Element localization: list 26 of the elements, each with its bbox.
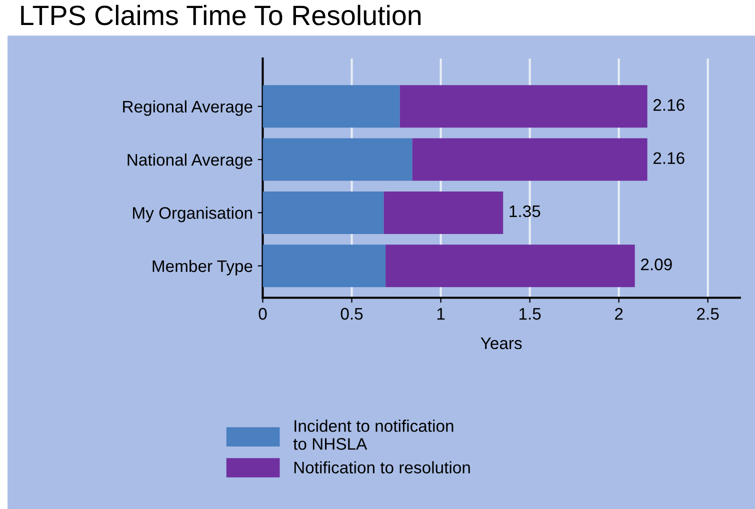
y-tick-label: Regional Average: [123, 100, 252, 116]
x-axis-title: Years: [480, 338, 522, 350]
x-tick-label: 1: [437, 308, 445, 320]
bar: [400, 85, 648, 128]
bar: [386, 244, 635, 288]
bar: [412, 138, 648, 181]
x-tick-label: 0.5: [340, 308, 363, 320]
total-label: 2.16: [653, 99, 684, 111]
bar: [262, 191, 384, 234]
x-tick-label: 0: [258, 308, 267, 320]
bar: [262, 138, 412, 181]
chart-title: LTPS Claims Time To Resolution: [21, 4, 421, 26]
y-tick-label: National Average: [128, 154, 252, 170]
bar: [384, 191, 504, 234]
legend-label: Notification to resolution: [294, 461, 470, 474]
total-label: 2.09: [641, 258, 672, 270]
y-tick-label: My Organisation: [133, 206, 252, 222]
bar: [262, 85, 400, 128]
y-tick-label: Member Type: [152, 260, 252, 276]
x-tick-label: 2: [615, 308, 623, 320]
total-label: 1.35: [510, 205, 540, 218]
x-tick-label: 1.5: [519, 308, 541, 320]
legend-label: Incident to notification to NHSLA: [293, 420, 454, 450]
total-label: 2.16: [653, 152, 684, 164]
bar: [262, 244, 386, 288]
x-tick-label: 2.5: [697, 308, 719, 320]
